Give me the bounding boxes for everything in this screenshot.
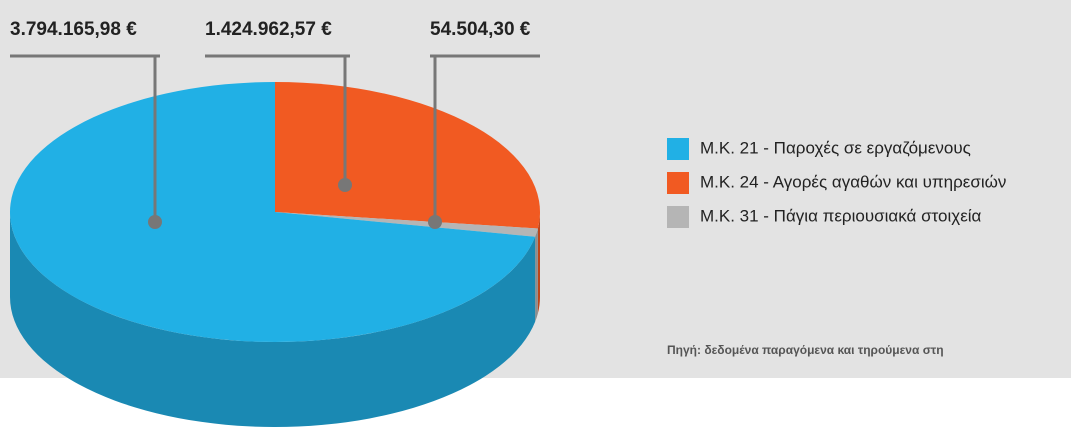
- leader-dot: [148, 215, 162, 229]
- leader-dot: [338, 178, 352, 192]
- legend-swatch: [667, 138, 689, 160]
- slice: [10, 82, 536, 342]
- legend-label: Μ.Κ. 24 - Αγορές αγαθών και υπηρεσιών: [700, 172, 1006, 191]
- slice-side: [537, 212, 540, 314]
- slice-side: [10, 212, 536, 428]
- legend-label: Μ.Κ. 21 - Παροχές σε εργαζόμενους: [700, 138, 971, 157]
- value-label: 3.794.165,98 €: [10, 19, 137, 40]
- legend-label: Μ.Κ. 31 - Πάγια περιουσιακά στοιχεία: [700, 206, 982, 225]
- leader-dot: [428, 215, 442, 229]
- leader-line: [430, 54, 540, 222]
- value-label: 54.504,30 €: [430, 19, 531, 40]
- value-label: 1.424.962,57 €: [205, 19, 332, 40]
- slice: [275, 82, 540, 229]
- slice-side: [535, 228, 538, 322]
- leader-line: [10, 54, 160, 222]
- leader-line: [205, 54, 350, 185]
- legend-swatch: [667, 172, 689, 194]
- slice: [275, 212, 538, 237]
- source-note: Πηγή: δεδομένα παραγόμενα και τηρούμενα …: [667, 343, 944, 357]
- legend-swatch: [667, 206, 689, 228]
